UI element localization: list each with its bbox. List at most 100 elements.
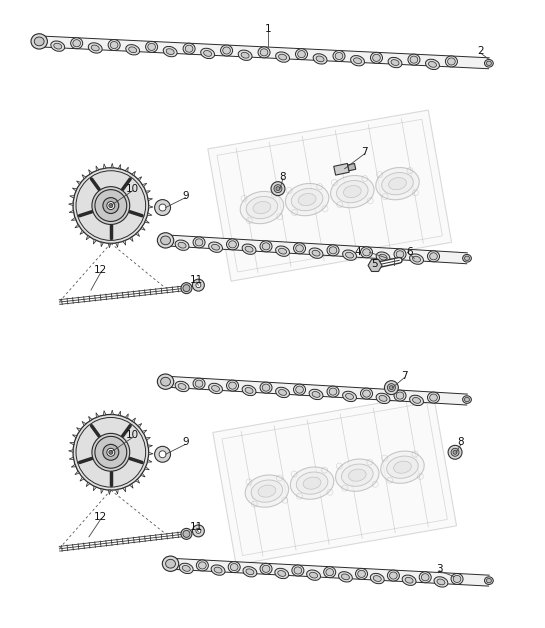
Circle shape: [73, 414, 149, 490]
Ellipse shape: [126, 45, 140, 55]
Circle shape: [159, 451, 166, 458]
Circle shape: [181, 283, 192, 294]
Ellipse shape: [358, 570, 365, 577]
Circle shape: [192, 279, 204, 291]
Ellipse shape: [296, 472, 328, 494]
Ellipse shape: [258, 485, 276, 497]
Circle shape: [109, 450, 113, 454]
Ellipse shape: [312, 391, 320, 398]
Ellipse shape: [260, 563, 272, 574]
Ellipse shape: [413, 256, 421, 262]
Ellipse shape: [175, 240, 189, 251]
Polygon shape: [108, 490, 111, 494]
Polygon shape: [123, 241, 126, 245]
Ellipse shape: [278, 54, 287, 60]
Ellipse shape: [331, 175, 374, 208]
Polygon shape: [70, 442, 74, 445]
Ellipse shape: [313, 54, 327, 64]
Text: 6: 6: [406, 247, 413, 257]
Ellipse shape: [396, 251, 404, 258]
Polygon shape: [334, 163, 349, 175]
Polygon shape: [82, 175, 86, 179]
Polygon shape: [111, 163, 113, 168]
Ellipse shape: [179, 563, 193, 573]
Polygon shape: [142, 183, 147, 187]
Polygon shape: [123, 487, 126, 492]
Circle shape: [453, 450, 457, 454]
Ellipse shape: [485, 577, 493, 585]
Circle shape: [107, 448, 115, 457]
Ellipse shape: [214, 567, 222, 573]
Ellipse shape: [346, 394, 354, 399]
Ellipse shape: [421, 574, 429, 581]
Ellipse shape: [211, 386, 220, 391]
Ellipse shape: [426, 59, 439, 70]
Ellipse shape: [165, 558, 177, 569]
Ellipse shape: [327, 245, 339, 256]
Circle shape: [271, 181, 285, 195]
Circle shape: [274, 185, 282, 193]
Polygon shape: [101, 242, 104, 247]
Polygon shape: [82, 421, 86, 426]
Text: 2: 2: [477, 46, 485, 57]
Ellipse shape: [294, 384, 306, 395]
Ellipse shape: [241, 52, 249, 58]
Ellipse shape: [262, 243, 270, 250]
Ellipse shape: [158, 233, 174, 248]
Ellipse shape: [35, 38, 43, 45]
Ellipse shape: [360, 247, 373, 257]
Polygon shape: [118, 411, 121, 416]
Ellipse shape: [209, 242, 222, 252]
Ellipse shape: [487, 61, 492, 65]
Ellipse shape: [158, 374, 174, 389]
Polygon shape: [111, 410, 113, 414]
Polygon shape: [165, 235, 467, 264]
Circle shape: [192, 525, 204, 537]
Polygon shape: [108, 243, 111, 248]
Ellipse shape: [387, 570, 399, 581]
Text: 9: 9: [182, 437, 189, 447]
Ellipse shape: [350, 55, 365, 66]
Ellipse shape: [276, 387, 289, 398]
Ellipse shape: [298, 51, 305, 58]
Ellipse shape: [298, 193, 316, 206]
Polygon shape: [141, 227, 145, 230]
Ellipse shape: [161, 236, 171, 245]
Ellipse shape: [227, 380, 239, 391]
Ellipse shape: [33, 36, 45, 47]
Ellipse shape: [166, 560, 175, 568]
Ellipse shape: [245, 387, 253, 393]
Text: 11: 11: [190, 275, 203, 285]
Polygon shape: [132, 418, 136, 423]
Ellipse shape: [167, 560, 174, 567]
Polygon shape: [116, 489, 118, 494]
Ellipse shape: [342, 464, 373, 486]
Ellipse shape: [242, 244, 256, 254]
Polygon shape: [86, 236, 90, 240]
Polygon shape: [69, 450, 73, 452]
Ellipse shape: [243, 566, 257, 577]
Ellipse shape: [419, 571, 431, 583]
Ellipse shape: [31, 34, 47, 49]
Ellipse shape: [391, 60, 399, 65]
Ellipse shape: [307, 570, 320, 580]
Polygon shape: [132, 171, 136, 176]
Circle shape: [92, 433, 130, 471]
Polygon shape: [144, 467, 149, 470]
Polygon shape: [130, 484, 133, 488]
Ellipse shape: [290, 467, 334, 499]
Ellipse shape: [445, 56, 457, 67]
Ellipse shape: [348, 469, 366, 481]
Text: 12: 12: [94, 265, 107, 275]
Ellipse shape: [370, 573, 384, 583]
Ellipse shape: [276, 52, 289, 62]
Circle shape: [196, 528, 201, 533]
Ellipse shape: [329, 247, 337, 254]
Ellipse shape: [193, 378, 205, 389]
Ellipse shape: [278, 248, 287, 254]
Circle shape: [103, 198, 119, 214]
Ellipse shape: [464, 398, 469, 402]
Ellipse shape: [221, 45, 233, 56]
Ellipse shape: [316, 56, 324, 62]
Ellipse shape: [258, 47, 270, 58]
